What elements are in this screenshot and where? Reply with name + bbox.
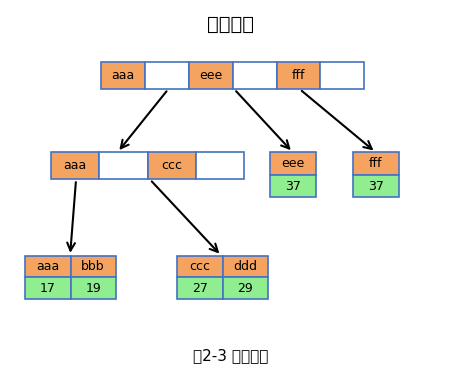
Text: 37: 37 bbox=[285, 180, 301, 193]
Bar bbox=[353, 152, 399, 175]
Bar bbox=[145, 62, 189, 89]
Text: ddd: ddd bbox=[233, 260, 257, 273]
Bar bbox=[71, 256, 116, 277]
Text: 29: 29 bbox=[237, 282, 253, 295]
Text: fff: fff bbox=[292, 69, 305, 82]
Bar bbox=[277, 62, 320, 89]
Bar bbox=[320, 62, 364, 89]
Text: bbb: bbb bbox=[81, 260, 105, 273]
Bar bbox=[233, 62, 277, 89]
Bar bbox=[223, 256, 268, 277]
Bar bbox=[223, 277, 268, 299]
Bar bbox=[196, 152, 244, 179]
Bar bbox=[51, 152, 99, 179]
Text: 37: 37 bbox=[368, 180, 384, 193]
Text: ccc: ccc bbox=[189, 260, 211, 273]
Bar bbox=[101, 62, 145, 89]
Text: 27: 27 bbox=[192, 282, 208, 295]
Bar bbox=[177, 277, 223, 299]
Text: aaa: aaa bbox=[112, 69, 135, 82]
Text: 二级索引: 二级索引 bbox=[207, 15, 254, 34]
Text: 17: 17 bbox=[40, 282, 56, 295]
Bar bbox=[148, 152, 196, 179]
Bar bbox=[25, 256, 71, 277]
Text: 19: 19 bbox=[85, 282, 101, 295]
Bar bbox=[99, 152, 148, 179]
Text: aaa: aaa bbox=[36, 260, 59, 273]
Text: eee: eee bbox=[199, 69, 223, 82]
Bar bbox=[71, 277, 116, 299]
Text: fff: fff bbox=[369, 157, 383, 170]
Bar bbox=[177, 256, 223, 277]
Bar bbox=[189, 62, 233, 89]
Text: 图2-3 二级索引: 图2-3 二级索引 bbox=[193, 348, 268, 363]
Bar bbox=[270, 152, 316, 175]
Bar bbox=[25, 277, 71, 299]
Bar bbox=[353, 175, 399, 197]
Text: ccc: ccc bbox=[161, 159, 182, 172]
Text: eee: eee bbox=[281, 157, 304, 170]
Text: aaa: aaa bbox=[63, 159, 87, 172]
Bar bbox=[270, 175, 316, 197]
